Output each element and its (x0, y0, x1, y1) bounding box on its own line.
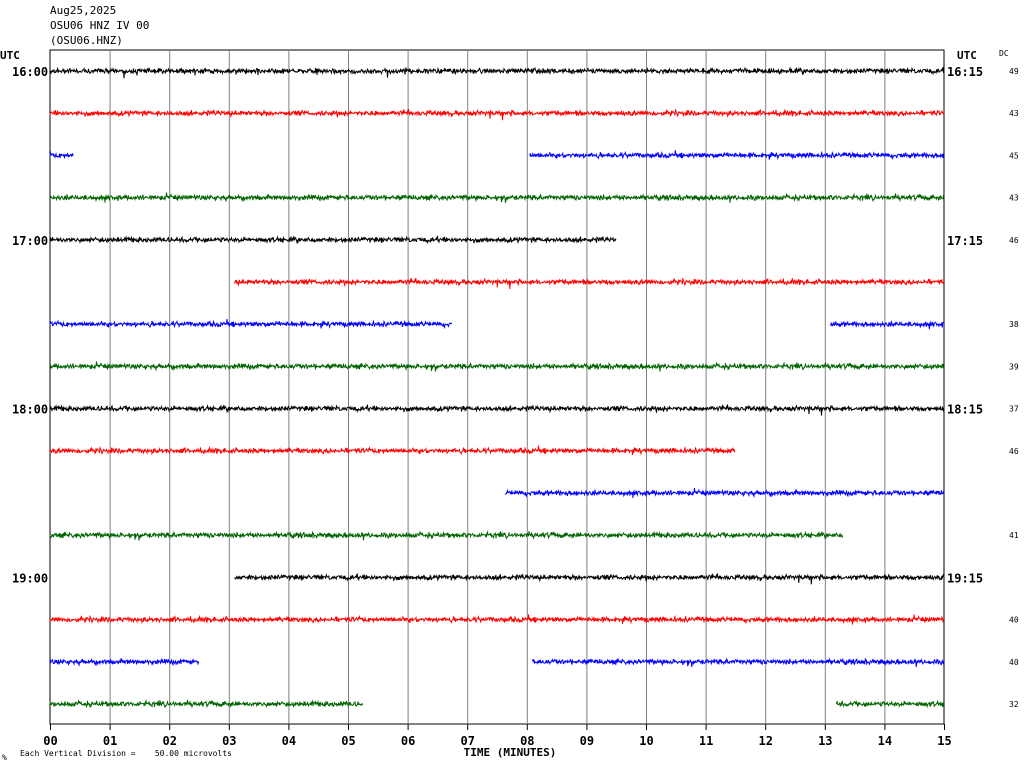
x-axis-label: TIME (MINUTES) (464, 746, 557, 759)
trace-segment (532, 657, 945, 668)
right-time-label: 18:15 (947, 403, 983, 417)
dc-value: 37 (1009, 405, 1019, 414)
trace-segment (49, 235, 617, 245)
trace-segment (49, 361, 945, 372)
plot-frame (49, 49, 945, 725)
trace-segment (234, 572, 945, 585)
trace-segment (49, 66, 945, 79)
dc-value: 43 (1009, 194, 1019, 203)
dc-value: 49 (1009, 67, 1019, 76)
dc-value: 45 (1009, 151, 1019, 160)
trace-segment (836, 699, 945, 709)
dc-value: 32 (1009, 700, 1019, 709)
x-tick-label: 07 (460, 734, 474, 748)
x-tick-label: 02 (162, 734, 176, 748)
x-tick-label: 06 (401, 734, 415, 748)
dc-value: 40 (1009, 658, 1019, 667)
trace-segment (49, 150, 74, 160)
right-time-label: 19:15 (947, 571, 983, 585)
trace-segment (49, 108, 945, 121)
x-tick-label: 14 (878, 734, 892, 748)
x-tick-label: 03 (222, 734, 236, 748)
dc-value: 38 (1009, 320, 1019, 329)
utc-left-label: UTC (0, 49, 20, 62)
x-tick-label: 12 (758, 734, 772, 748)
corner-mark: % (2, 753, 7, 762)
dc-label: DC (999, 49, 1009, 58)
trace-segment (49, 192, 945, 203)
x-tick-label: 13 (818, 734, 832, 748)
left-time-label: 19:00 (12, 571, 48, 585)
trace-segment (49, 614, 945, 625)
plot-date: Aug25,2025 (50, 4, 117, 17)
trace-segment (49, 530, 843, 541)
trace-segment (49, 445, 736, 456)
left-time-label: 17:00 (12, 234, 48, 248)
station-code: (OSU06.HNZ) (50, 34, 123, 47)
x-tick-label: 00 (43, 734, 57, 748)
x-tick-label: 15 (937, 734, 951, 748)
x-tick-label: 05 (341, 734, 355, 748)
dc-value: 40 (1009, 616, 1019, 625)
trace-segment (49, 698, 363, 709)
dc-value: 46 (1009, 447, 1019, 456)
right-time-label: 17:15 (947, 234, 983, 248)
x-tick-label: 11 (699, 734, 713, 748)
x-tick-label: 01 (103, 734, 117, 748)
x-tick-label: 10 (639, 734, 653, 748)
trace-segment (529, 150, 945, 161)
trace-segment (505, 487, 945, 499)
left-time-label: 18:00 (12, 403, 48, 417)
dc-value: 41 (1009, 531, 1019, 540)
station-title: OSU06 HNZ IV 00 (50, 19, 150, 32)
x-tick-label: 04 (282, 734, 296, 748)
left-time-label: 16:00 (12, 65, 48, 79)
dc-value: 39 (1009, 362, 1019, 371)
utc-right-label: UTC (957, 49, 977, 62)
trace-segment (49, 657, 200, 667)
dc-value: 46 (1009, 236, 1019, 245)
trace-segment (234, 277, 945, 290)
trace-segment (49, 318, 453, 330)
x-tick-label: 08 (520, 734, 534, 748)
right-time-label: 16:15 (947, 65, 983, 79)
trace-segment (49, 403, 945, 416)
trace-segment (830, 320, 944, 330)
x-tick-label: 09 (580, 734, 594, 748)
dc-value: 43 (1009, 109, 1019, 118)
scale-note: Each Vertical Division = 50.00 microvolt… (20, 749, 232, 758)
